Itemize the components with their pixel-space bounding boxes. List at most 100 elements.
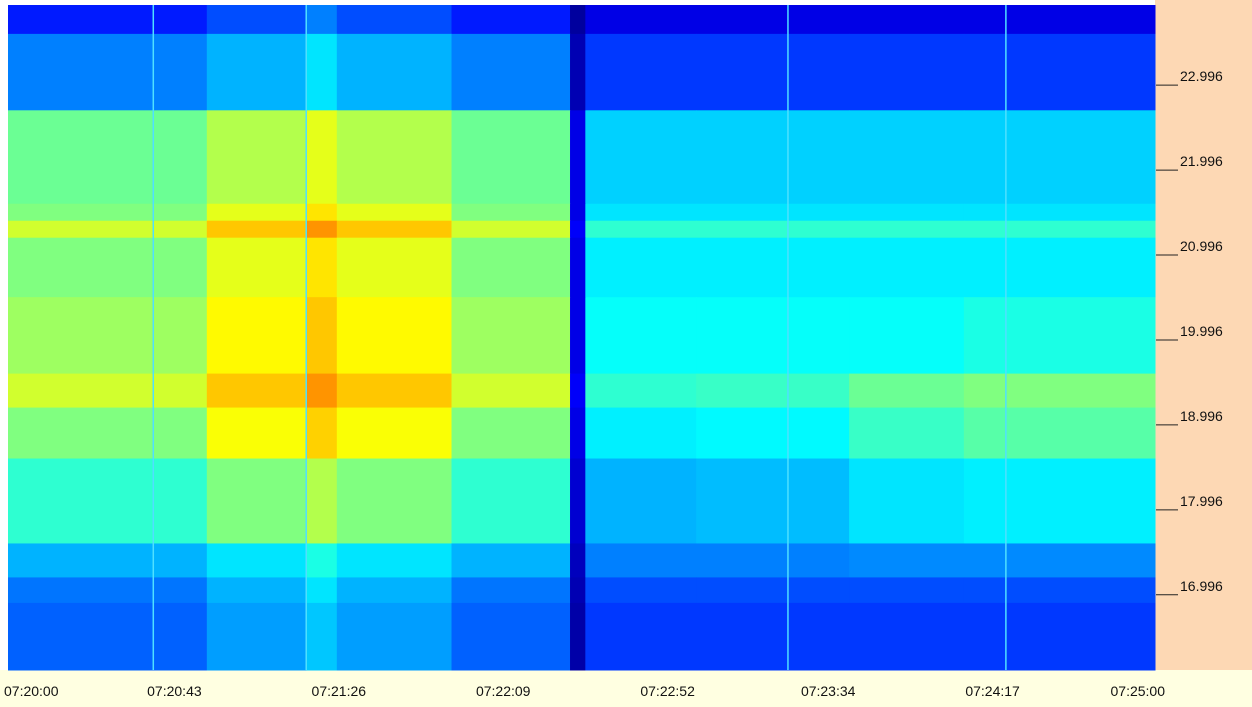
heatmap-cell xyxy=(849,220,965,239)
heatmap-cell xyxy=(696,5,850,35)
heatmap-cell xyxy=(451,407,571,460)
heatmap-cell xyxy=(8,5,208,35)
heatmap-cell xyxy=(570,577,586,604)
heatmap-cell xyxy=(336,543,453,578)
heatmap-cell xyxy=(451,33,571,111)
y-tick-label: 21.996 xyxy=(1180,153,1223,169)
heatmap-cell xyxy=(206,5,307,35)
heatmap-cell xyxy=(570,407,586,460)
heatmap-cell xyxy=(451,237,571,298)
heatmap-cell xyxy=(336,407,453,460)
heatmap-cell xyxy=(451,5,571,35)
heatmap-cell xyxy=(8,220,208,239)
heatmap-cell xyxy=(8,543,208,578)
heatmap-cell xyxy=(963,203,1156,222)
heatmap-cell xyxy=(585,237,697,298)
heatmap-cell xyxy=(696,110,850,205)
heatmap-cell xyxy=(849,407,965,460)
heatmap-cell xyxy=(696,220,850,239)
heatmap-cell xyxy=(8,577,208,604)
heatmap-cell xyxy=(963,577,1156,604)
heatmap-cell xyxy=(585,373,697,409)
heatmap-cell xyxy=(963,5,1156,35)
y-tick-label: 18.996 xyxy=(1180,408,1223,424)
heatmap-cell xyxy=(696,203,850,222)
heatmap-cell xyxy=(451,110,571,205)
heatmap-cell xyxy=(696,543,850,578)
heatmap-cell xyxy=(963,407,1156,460)
heatmap-cell xyxy=(696,407,850,460)
heatmap-cell xyxy=(8,237,208,298)
heatmap-cell xyxy=(585,577,697,604)
heatmap-cell xyxy=(849,297,965,375)
heatmap-cell xyxy=(206,220,307,239)
heatmap-cell xyxy=(8,110,208,205)
heatmap-cell xyxy=(570,297,586,375)
x-tick-label: 07:23:34 xyxy=(801,683,856,699)
heatmap-cell xyxy=(206,373,307,409)
heatmap-cell xyxy=(306,458,338,544)
heatmap-cell xyxy=(8,297,208,375)
heatmap-cell xyxy=(849,237,965,298)
heatmap-cell xyxy=(336,5,453,35)
heatmap-cell xyxy=(336,33,453,111)
heatmap-cell xyxy=(570,33,586,111)
heatmap-cell xyxy=(696,577,850,604)
heatmap-cell xyxy=(849,543,965,578)
heatmap-cell xyxy=(696,373,850,409)
heatmap-cell xyxy=(8,33,208,111)
heatmap-cell xyxy=(336,373,453,409)
heatmap-cell xyxy=(336,297,453,375)
heatmap-cell xyxy=(306,543,338,578)
x-tick-label: 07:25:00 xyxy=(1111,683,1166,699)
heatmap-cell xyxy=(696,602,850,671)
heatmap-cell xyxy=(585,602,697,671)
heatmap-cell xyxy=(206,543,307,578)
heatmap-cell xyxy=(336,577,453,604)
y-axis-panel xyxy=(1155,0,1252,707)
heatmap-cell xyxy=(306,577,338,604)
heatmap-cell xyxy=(306,110,338,205)
heatmap-cell xyxy=(570,110,586,205)
axes: 22.996 21.996 20.996 19.996 18.996 17.996 16.9… xyxy=(4,68,1223,699)
heatmap-cell xyxy=(336,237,453,298)
heatmap-cell xyxy=(585,203,697,222)
heatmap-cell xyxy=(696,458,850,544)
heatmap-cell xyxy=(963,110,1156,205)
heatmap-cell xyxy=(206,110,307,205)
heatmap-cell xyxy=(570,458,586,544)
heatmap-cell xyxy=(451,577,571,604)
heatmap-cell xyxy=(963,373,1156,409)
heatmap-cell xyxy=(570,237,586,298)
heatmap-cell xyxy=(206,297,307,375)
heatmap-cell xyxy=(585,297,697,375)
heatmap-cell xyxy=(451,203,571,222)
heatmap-cell xyxy=(963,458,1156,544)
heatmap-cell xyxy=(963,220,1156,239)
heatmap-cell xyxy=(849,203,965,222)
heatmap-cell xyxy=(336,602,453,671)
x-tick-label: 07:24:17 xyxy=(965,683,1020,699)
heatmap-cell xyxy=(336,458,453,544)
heatmap-cell xyxy=(306,237,338,298)
x-tick-label: 07:21:26 xyxy=(312,683,367,699)
y-tick-label: 17.996 xyxy=(1180,493,1223,509)
x-tick-label: 07:22:52 xyxy=(640,683,695,699)
heatmap-cell xyxy=(336,110,453,205)
heatmap-cell xyxy=(306,5,338,35)
heatmap-cell xyxy=(696,33,850,111)
heatmap-cell xyxy=(306,602,338,671)
heatmap-cell xyxy=(963,237,1156,298)
heatmap-cell xyxy=(849,5,965,35)
heatmap-cell xyxy=(206,602,307,671)
heatmap-cell xyxy=(451,602,571,671)
heatmap-cell xyxy=(849,33,965,111)
heatmap-cell xyxy=(696,237,850,298)
heatmap-cell xyxy=(963,33,1156,111)
heatmap-cell xyxy=(585,220,697,239)
heatmap-cell xyxy=(585,5,697,35)
x-tick-label: 07:20:00 xyxy=(4,683,59,699)
y-tick-label: 20.996 xyxy=(1180,238,1223,254)
heatmap-cell xyxy=(585,543,697,578)
heatmap-cell xyxy=(306,220,338,239)
